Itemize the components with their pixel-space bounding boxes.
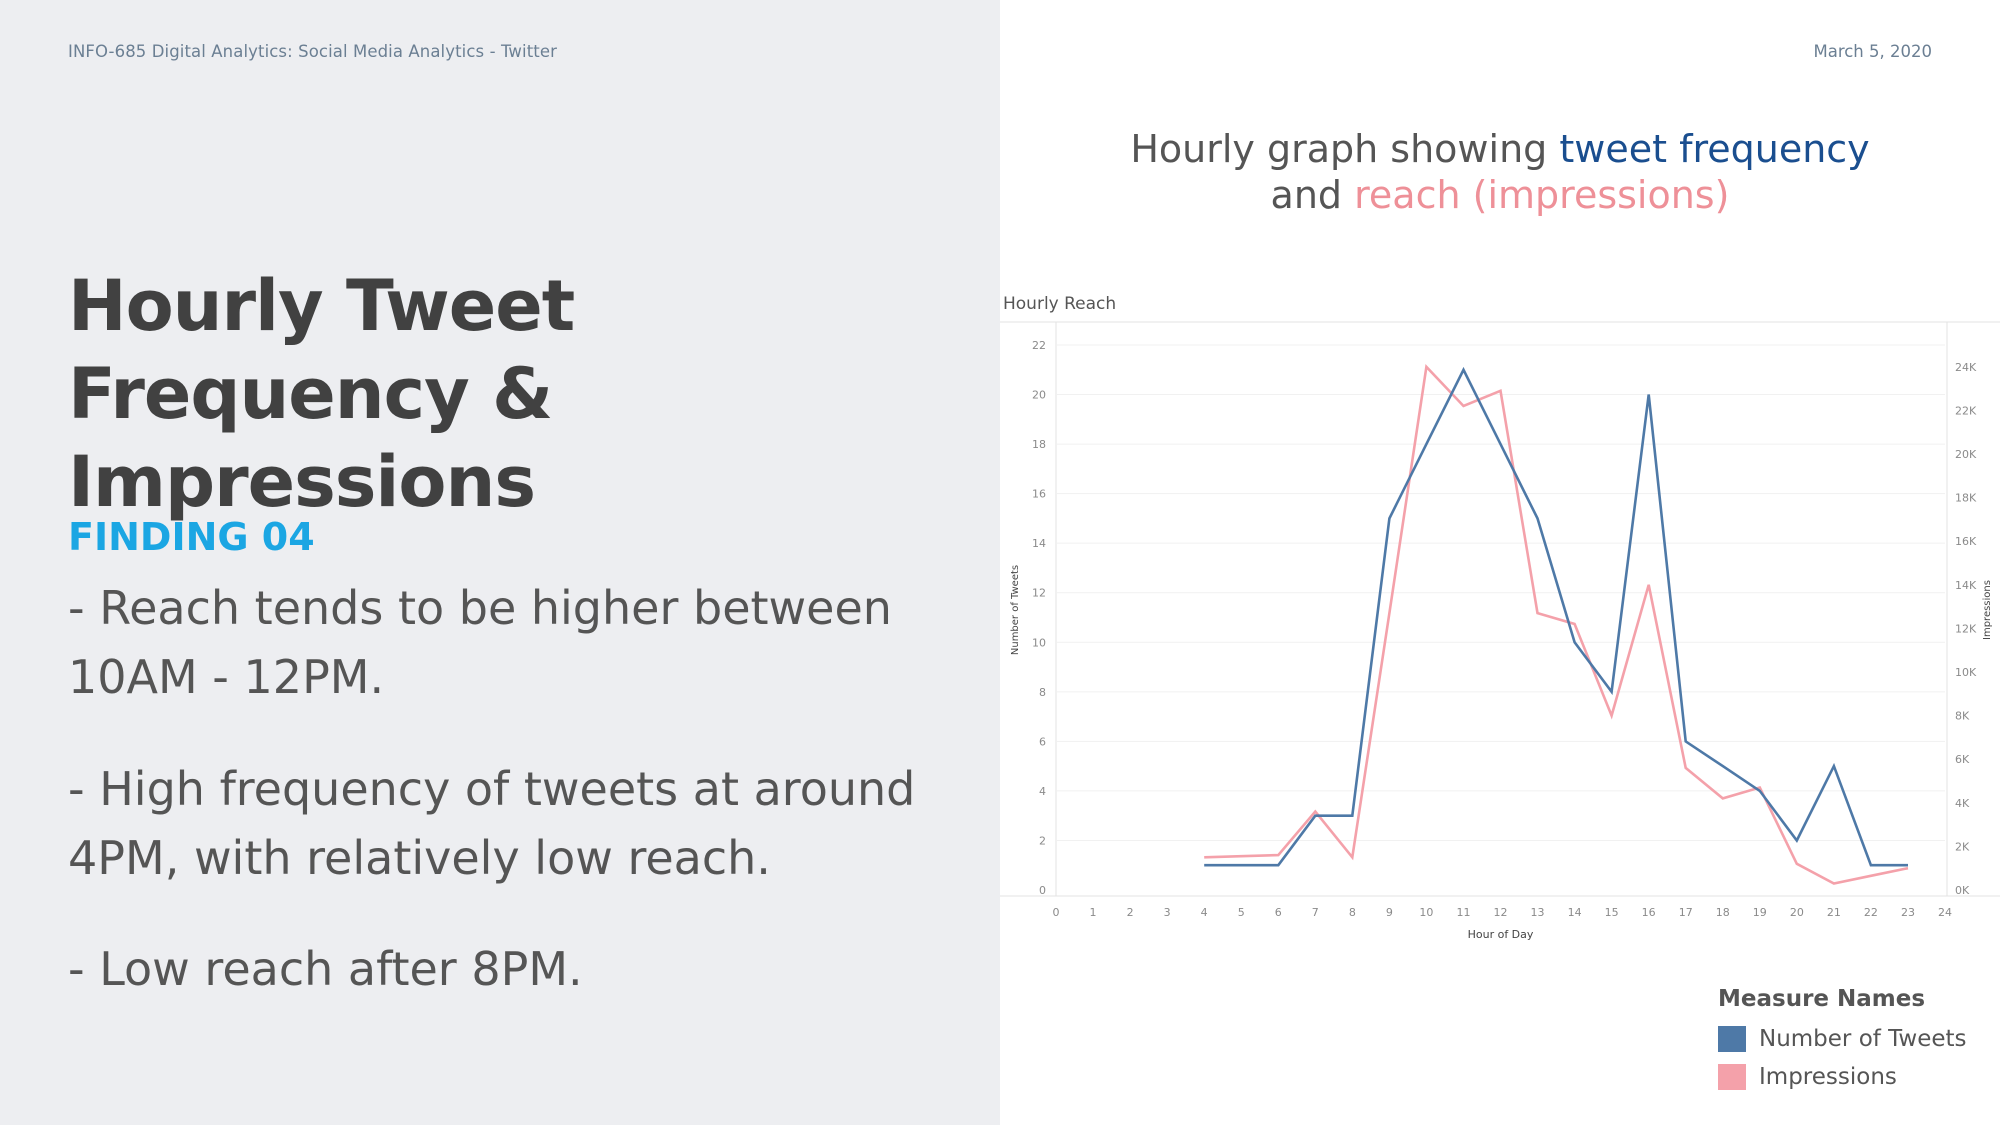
chart-title: Hourly Reach	[1003, 294, 1116, 314]
x-axis-label: Hour of Day	[1468, 928, 1534, 941]
legend-item-impressions[interactable]: Impressions	[1718, 1058, 1967, 1096]
y-tick-label: 6	[1039, 735, 1046, 748]
date-label: March 5, 2020	[1813, 42, 1932, 61]
series-line-tweets	[1204, 366, 1908, 867]
finding-label: FINDING 04	[68, 515, 315, 559]
y2-tick-label: 24K	[1955, 361, 1977, 374]
x-tick-label: 22	[1864, 906, 1878, 919]
legend-swatch-tweets	[1718, 1026, 1746, 1052]
x-tick-label: 15	[1605, 906, 1619, 919]
y-tick-label: 2	[1039, 834, 1046, 847]
heading-text-and: and	[1270, 173, 1355, 217]
series-line-impressions	[1204, 363, 1909, 885]
x-tick-label: 17	[1679, 906, 1693, 919]
x-tick-label: 0	[1053, 906, 1060, 919]
x-tick-label: 14	[1568, 906, 1582, 919]
y2-tick-label: 4K	[1955, 797, 1970, 810]
y2-tick-label: 20K	[1955, 448, 1977, 461]
x-tick-label: 6	[1275, 906, 1282, 919]
chart-panel	[1000, 0, 2000, 1125]
x-tick-label: 8	[1349, 906, 1356, 919]
text-panel	[0, 0, 1000, 1125]
x-tick-label: 11	[1456, 906, 1470, 919]
legend-label-impressions: Impressions	[1759, 1064, 1897, 1090]
x-tick-label: 4	[1201, 906, 1208, 919]
y2-tick-label: 12K	[1955, 622, 1977, 635]
y2-tick-label: 8K	[1955, 710, 1970, 723]
y2-tick-label: 6K	[1955, 753, 1970, 766]
y2-tick-label: 2K	[1955, 840, 1970, 853]
graph-heading: Hourly graph showing tweet frequency and…	[1000, 126, 2000, 218]
bullet-1: - Reach tends to be higher between 10AM …	[68, 581, 892, 704]
y2-tick-label: 22K	[1955, 404, 1977, 417]
x-tick-label: 13	[1531, 906, 1545, 919]
x-tick-label: 2	[1127, 906, 1134, 919]
bullet-3: - Low reach after 8PM.	[68, 942, 583, 996]
x-tick-label: 24	[1938, 906, 1952, 919]
y2-tick-label: 16K	[1955, 535, 1977, 548]
course-label: INFO-685 Digital Analytics: Social Media…	[68, 42, 557, 61]
x-tick-label: 23	[1901, 906, 1915, 919]
x-tick-label: 19	[1753, 906, 1767, 919]
y2-axis-label: Impressions	[1982, 580, 1993, 640]
x-tick-label: 10	[1419, 906, 1433, 919]
y-tick-label: 8	[1039, 686, 1046, 699]
heading-text-reach: reach (impressions)	[1354, 173, 1730, 217]
x-tick-label: 12	[1494, 906, 1508, 919]
y-tick-label: 14	[1032, 537, 1046, 550]
y-tick-label: 10	[1032, 636, 1046, 649]
x-tick-label: 16	[1642, 906, 1656, 919]
y-tick-label: 4	[1039, 785, 1046, 798]
y2-tick-label: 14K	[1955, 579, 1977, 592]
y-tick-label: 0	[1039, 884, 1046, 897]
y-axis-label: Number of Tweets	[1010, 565, 1021, 655]
legend-title: Measure Names	[1718, 986, 1926, 1012]
y-tick-label: 20	[1032, 389, 1046, 402]
heading-text-1: Hourly graph showing	[1130, 127, 1560, 171]
x-tick-label: 9	[1386, 906, 1393, 919]
x-tick-label: 20	[1790, 906, 1804, 919]
y-tick-label: 16	[1032, 488, 1046, 501]
legend-label-tweets: Number of Tweets	[1759, 1026, 1967, 1052]
bullet-2: - High frequency of tweets at around 4PM…	[68, 762, 916, 885]
y-tick-label: 22	[1032, 339, 1046, 352]
x-tick-label: 21	[1827, 906, 1841, 919]
legend: Measure Names Number of Tweets Impressio…	[1718, 986, 1967, 1096]
heading-text-tweet-frequency: tweet frequency	[1559, 127, 1870, 171]
legend-item-tweets[interactable]: Number of Tweets	[1718, 1020, 1967, 1058]
x-tick-label: 18	[1716, 906, 1730, 919]
y2-tick-label: 0K	[1955, 884, 1970, 897]
y2-tick-label: 18K	[1955, 492, 1977, 505]
x-tick-label: 7	[1312, 906, 1319, 919]
x-tick-label: 1	[1090, 906, 1097, 919]
x-tick-label: 3	[1164, 906, 1171, 919]
legend-swatch-impressions	[1718, 1064, 1746, 1090]
y-tick-label: 18	[1032, 438, 1046, 451]
x-tick-label: 5	[1238, 906, 1245, 919]
slide-title: Hourly Tweet Frequency & Impressions	[68, 265, 575, 523]
y-tick-label: 12	[1032, 587, 1046, 600]
y2-tick-label: 10K	[1955, 666, 1977, 679]
